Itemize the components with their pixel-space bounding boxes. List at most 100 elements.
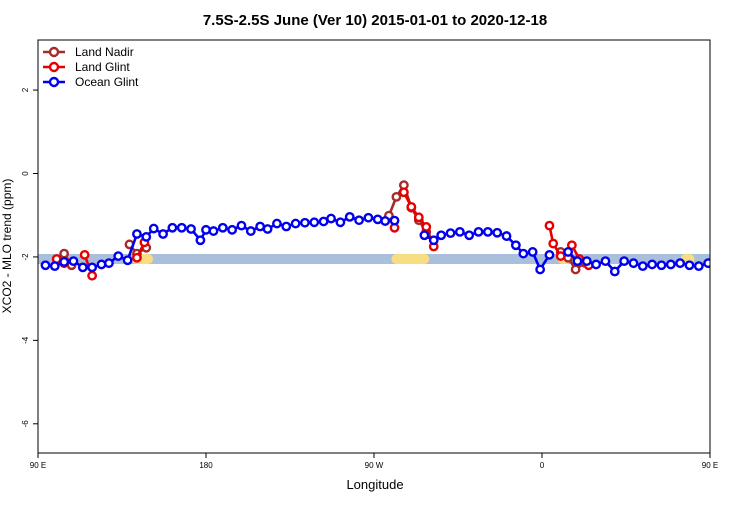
ocean-glint-point [721,264,728,271]
x-tick-label: 90 E [702,461,718,470]
ocean-glint-point [326,213,336,224]
ocean-glint-point [354,215,364,226]
ocean-glint-point [236,220,247,231]
ocean-glint-point [609,266,620,277]
legend-label: Ocean Glint [75,75,139,89]
land-glint-line [738,254,750,275]
legend-entry-land-glint: Land Glint [43,60,130,74]
land-glint-point [398,187,409,198]
ocean-glint-point [527,247,538,257]
land-nadir-line [732,254,741,265]
ocean-glint-point [389,215,400,226]
ocean-glint-point [647,259,658,270]
legend-label: Land Nadir [75,45,134,59]
ocean-glint-point [693,261,704,272]
chart-title: 7.5S-2.5S June (Ver 10) 2015-01-01 to 20… [203,12,547,29]
ocean-glint-point [544,249,555,260]
ocean-glint-point [445,228,456,239]
land-glint-point [734,257,741,264]
ocean-glint-point [675,258,686,269]
x-tick-label: 90 E [30,461,46,470]
ocean-glint-point [563,247,574,257]
ocean-glint-point [380,216,391,226]
land-glint-point [544,220,555,231]
ocean-glint-point [281,221,292,232]
x-tick-label: 90 W [365,461,384,470]
ocean-glint-point [714,262,721,269]
ocean-glint-point [372,214,383,225]
ocean-glint-point [600,256,611,267]
ocean-glint-point [656,260,667,271]
ocean-glint-point [665,259,676,270]
ocean-glint-point [87,262,98,273]
ocean-glint-point [703,258,710,269]
ocean-glint-point [473,226,484,237]
land-glint-point [132,252,142,263]
ocean-glint-point [591,259,602,270]
ocean-glint-point [510,240,521,251]
ocean-glint-point [96,259,107,270]
y-tick-label: -2 [21,253,30,261]
ocean-glint-point [132,229,142,239]
legend-swatch-point [48,76,60,88]
ocean-glint-point [113,251,124,261]
ocean-glint-point [176,222,187,233]
x-axis-label: Longitude [346,477,403,492]
land-nadir-point [391,191,402,202]
ocean-glint-point [227,224,238,235]
ocean-glint-point [49,261,60,272]
ocean-glint-point [501,231,512,241]
land-nadir-point [59,248,70,259]
ocean-glint-point [158,229,168,239]
ocean-glint-point [454,226,465,237]
ocean-glint-point [628,258,639,269]
ocean-glint-point [464,230,475,241]
ocean-glint-point [740,261,747,268]
x-tick-label: 180 [199,461,213,470]
ocean-glint-point [141,232,152,242]
ocean-glint-point [217,222,228,233]
ocean-glint-point [201,224,211,235]
ocean-glint-point [148,223,159,234]
ocean-glint-point [684,260,695,271]
ocean-glint-point [167,222,178,233]
y-tick-label: -4 [21,336,30,344]
land-nadir-point [738,262,745,269]
land-glint-point [421,221,432,232]
land-glint-point [548,238,559,249]
ocean-glint-point [208,226,219,236]
ocean-glint-point [77,262,88,273]
land-glint-point [555,251,566,261]
ocean-glint-point [581,256,592,267]
ocean-glint-point [419,230,430,241]
ocean-glint-point [637,261,648,272]
ocean-glint-point [335,217,346,228]
ocean-glint-point [272,218,282,229]
ocean-glint-point [492,227,503,238]
land-glint-point [79,249,90,260]
plot-frame [37,39,711,454]
ocean-glint-point [428,235,439,246]
ocean-glint-point [59,257,70,267]
ocean-glint-point [363,212,374,223]
land-nadir-point [729,251,736,258]
plot-area [38,180,750,281]
ocean-glint-point [104,258,114,269]
legend-swatch-point [48,61,60,73]
y-tick-label: 2 [21,87,30,92]
legend-entry-land-nadir: Land Nadir [43,45,134,59]
ocean-glint-point [300,217,310,228]
x-tick-label: 0 [540,461,545,470]
ocean-glint-point [186,224,196,234]
legend-entry-ocean-glint: Ocean Glint [43,75,139,89]
ocean-glint-point [731,264,738,271]
land-glint-point [406,201,417,212]
ocean-glint-point [40,260,51,271]
land-glint-point [87,270,98,281]
ocean-glint-point [68,256,79,267]
land-glint-point [413,212,424,223]
y-tick-label: 0 [21,171,30,176]
axes: 90 E 180 90 W 0 90 E 2 0 -2 -4 -6 [21,87,718,470]
